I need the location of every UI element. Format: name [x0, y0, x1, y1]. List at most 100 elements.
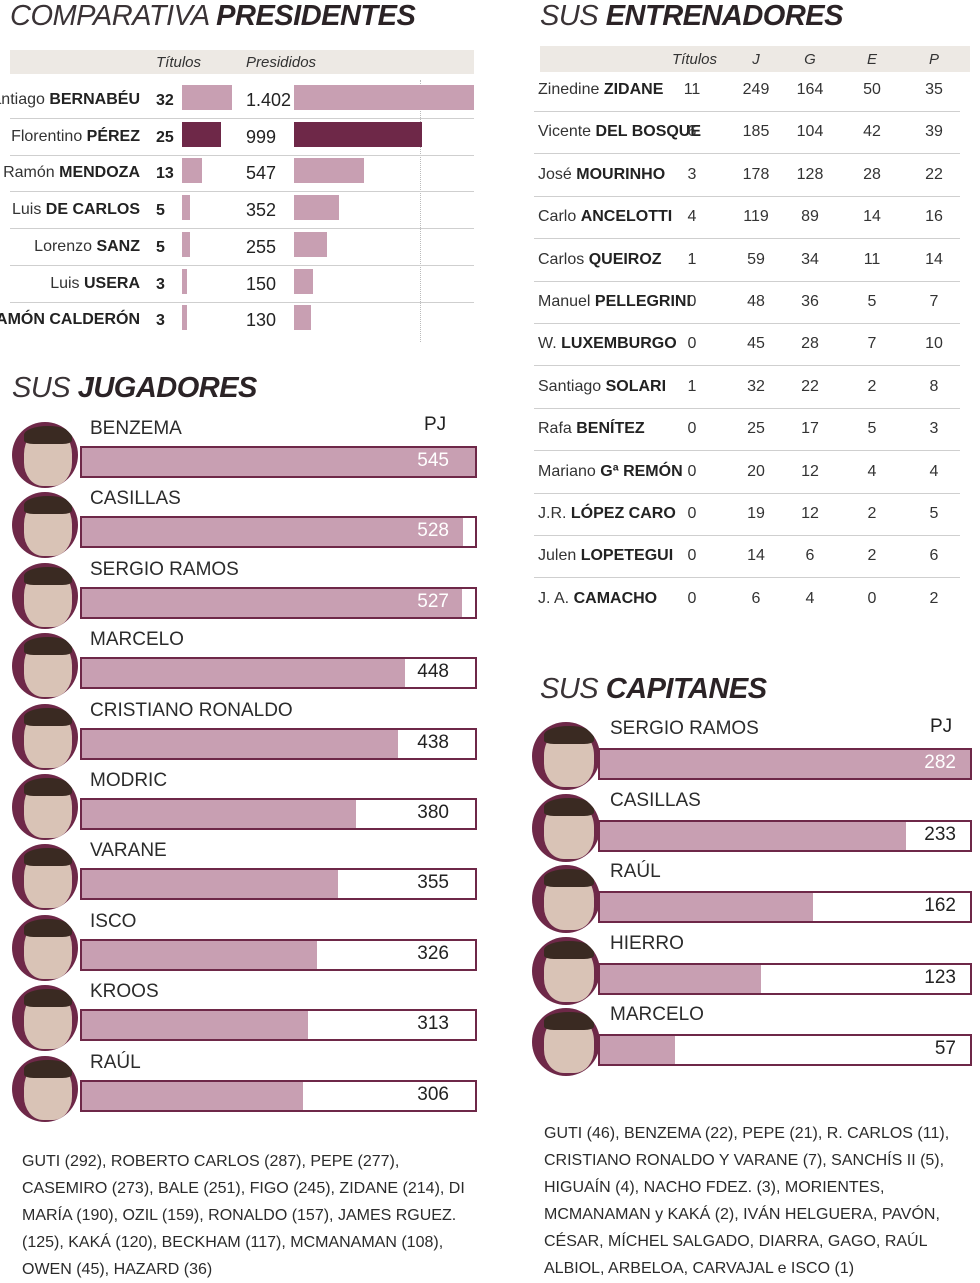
player-bar-track: 326 [80, 938, 477, 971]
row-separator [534, 111, 960, 112]
captain-pj-value: 233 [924, 823, 956, 845]
coach-j-value: 119 [743, 208, 769, 226]
player-hair [24, 1059, 72, 1078]
player-bar [82, 870, 338, 899]
coach-g-value: 12 [801, 462, 819, 480]
coach-col-e: E [866, 51, 877, 68]
coach-row: J.R. LÓPEZ CARO 0 19 12 2 5 [534, 494, 960, 536]
coach-first-name: Santiago [538, 377, 606, 395]
coach-g-value: 12 [801, 505, 819, 522]
coach-p-value: 39 [925, 123, 943, 141]
titulos-bar [182, 121, 222, 147]
president-row: Florentino PÉREZ 25 999 [10, 119, 474, 156]
coach-g-value: 128 [796, 165, 824, 183]
row-separator [10, 191, 474, 193]
row-separator [10, 228, 474, 230]
president-last-name: DE CARLOS [45, 201, 140, 219]
president-row: Lorenzo SANZ 5 255 [10, 229, 474, 266]
president-last-name: SANZ [96, 237, 140, 255]
player-avatar [12, 774, 78, 840]
captain-avatar [532, 936, 600, 1005]
coach-first-name: Mariano [538, 462, 601, 480]
coach-j-value: 32 [747, 377, 765, 395]
player-bar-track: 545 [80, 446, 477, 478]
player-avatar [12, 1055, 78, 1122]
coach-last-name: ANCELOTTI [580, 208, 673, 226]
coach-p-value: 7 [929, 293, 939, 310]
captain-avatar [532, 865, 600, 933]
president-titulos: 5 [156, 202, 165, 220]
captain-avatar [532, 722, 600, 790]
row-separator [534, 407, 960, 409]
presidents-title: COMPARATIVA PRESIDENTES [10, 0, 416, 32]
coach-títulos-value: 4 [687, 208, 697, 226]
coach-row: Julen LOPETEGUI 0 14 6 2 6 [534, 536, 960, 579]
player-avatar [12, 844, 78, 911]
player-bar-track: 380 [80, 798, 477, 830]
coach-p-value: 16 [925, 208, 943, 226]
player-bar-track: 448 [80, 657, 477, 690]
player-bar [82, 1011, 308, 1040]
player-hair [24, 707, 72, 726]
coach-g-value: 4 [805, 589, 815, 607]
captain-bar-track: 233 [598, 819, 972, 852]
coach-last-name: LOPETEGUI [580, 547, 674, 565]
president-first-name: Lorenzo [34, 237, 97, 255]
player-pj-value: 380 [417, 802, 449, 823]
row-separator [534, 450, 960, 452]
coach-row: Carlos QUEIROZ 1 59 34 11 14 [534, 240, 960, 282]
coach-row: Manuel PELLEGRINI 0 48 36 5 7 [534, 282, 960, 324]
coach-last-name: BENÍTEZ [576, 420, 645, 438]
row-separator [10, 301, 474, 303]
president-name: RAMÓN CALDERÓN [0, 311, 140, 329]
president-first-name: Santiago [0, 91, 45, 108]
coaches-title: SUS ENTRENADORES [540, 0, 844, 32]
player-avatar [12, 562, 78, 629]
player-name: MARCELO [90, 629, 184, 651]
coach-first-name: Manuel [538, 293, 595, 310]
player-bar-track: 527 [80, 586, 477, 619]
player-bar [82, 940, 318, 969]
coach-títulos-value: 0 [687, 420, 697, 438]
presididos-bar [294, 85, 474, 110]
president-name: Lorenzo SANZ [34, 238, 140, 256]
coach-last-name: CAMACHO [573, 589, 658, 607]
captain-pj-value: 282 [924, 752, 956, 773]
player-hair [24, 426, 72, 444]
coach-p-value: 6 [929, 547, 939, 565]
coach-first-name: Carlo [538, 208, 581, 226]
captain-name: HIERRO [610, 932, 684, 954]
coach-name: Manuel PELLEGRINI [538, 293, 691, 311]
row-separator [534, 492, 960, 494]
coach-first-name: J. A. [538, 589, 574, 607]
coach-g-value: 17 [801, 420, 819, 438]
player-bar [82, 729, 398, 758]
coach-p-value: 35 [925, 81, 943, 98]
coach-j-value: 14 [747, 547, 765, 565]
captain-hair [544, 869, 594, 887]
coach-g-value: 164 [796, 81, 824, 98]
coach-títulos-value: 0 [687, 589, 697, 607]
captain-row: CASILLAS 233 [532, 790, 972, 866]
president-titulos: 3 [156, 312, 165, 330]
president-presididos: 547 [246, 163, 277, 184]
coach-j-value: 178 [742, 165, 770, 183]
coach-last-name: Gª REMÓN [600, 462, 683, 480]
coach-p-value: 8 [929, 377, 939, 395]
coach-first-name: Julen [538, 547, 581, 565]
captain-bar-track: 57 [598, 1034, 972, 1066]
coach-j-value: 6 [751, 589, 761, 607]
player-bar [82, 448, 475, 476]
coach-row: José MOURINHO 3 178 128 28 22 [534, 155, 960, 197]
coach-j-value: 45 [747, 335, 765, 353]
coach-name: Carlos QUEIROZ [538, 251, 662, 269]
president-presididos: 130 [246, 310, 277, 331]
coach-last-name: PELLEGRINI [594, 293, 691, 310]
row-separator [534, 365, 960, 367]
coach-títulos-value: 1 [687, 250, 697, 268]
president-titulos: 25 [156, 128, 174, 146]
president-presididos: 150 [246, 273, 277, 294]
coach-name: Julen LOPETEGUI [538, 547, 673, 565]
president-first-name: Luis [50, 274, 84, 292]
coach-row: Mariano Gª REMÓN 0 20 12 4 4 [534, 452, 960, 494]
